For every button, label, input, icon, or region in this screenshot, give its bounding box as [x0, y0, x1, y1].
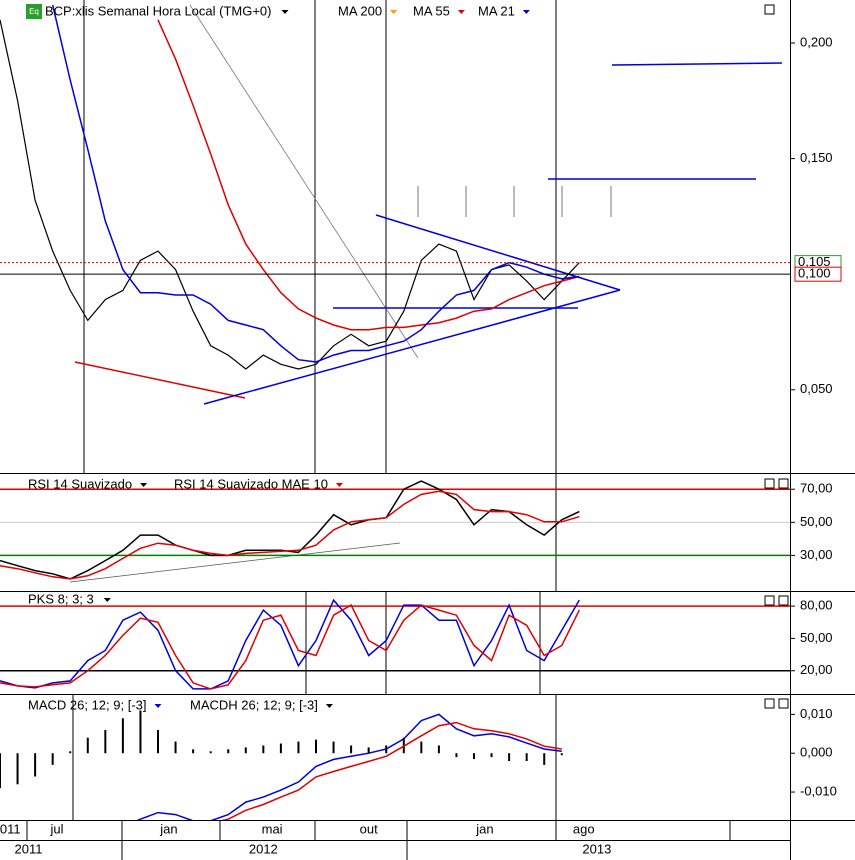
legend-arrow: [390, 10, 398, 14]
histogram-bar: [34, 753, 37, 777]
histogram-bar: [543, 753, 546, 765]
x-tick-label: 2012: [249, 841, 278, 856]
y-tick-label: 0,200: [800, 34, 833, 49]
histogram-bar: [315, 739, 317, 754]
rsi-trendline: [69, 542, 401, 583]
x-tick-label: 2011: [15, 841, 43, 856]
y-tick-label: 0,010: [800, 706, 833, 721]
legend-arrow: [103, 598, 111, 602]
series-line: [0, 598, 580, 690]
legend-arrow: [154, 704, 162, 708]
y-tick-label: -0,010: [800, 783, 837, 798]
drawings: [74, 4, 783, 405]
legend-arrow: [281, 10, 289, 14]
y-tick-label: 0,050: [800, 381, 833, 396]
x-tick-label: ago: [573, 821, 595, 836]
histogram-bar: [350, 745, 353, 754]
histogram-bar: [192, 749, 195, 754]
plot-area: [0, 480, 790, 580]
y-tick-label: 0,000: [800, 745, 833, 760]
histogram-bar: [51, 753, 54, 765]
histogram-bar: [367, 747, 370, 754]
eq-icon: Eq: [26, 4, 42, 19]
plot-area: [0, 598, 790, 690]
legend-entry: RSI 14 Suavizado: [28, 476, 132, 491]
x-tick-label: jul: [50, 821, 64, 836]
x-tick-label: mai: [262, 821, 283, 836]
svg-text:Eq: Eq: [29, 7, 39, 16]
series-line: [51, 4, 580, 363]
histogram-bar: [16, 753, 19, 785]
histogram-bar: [473, 753, 475, 760]
histogram-bar: [420, 741, 423, 754]
x-tick-label: jan: [159, 821, 177, 836]
series-line: [0, 19, 580, 370]
series-line: [0, 490, 580, 580]
histogram-bar: [157, 729, 159, 754]
histogram-bar: [332, 741, 335, 754]
legend-title: BCP:xlis Semanal Hora Local (TMG+0): [45, 3, 272, 18]
y-tick-label: 80,00: [800, 598, 833, 613]
series-line: [136, 713, 562, 820]
legend-arrow: [457, 10, 465, 14]
histogram-bar: [209, 751, 212, 754]
histogram-bar: [244, 747, 247, 754]
series-line: [0, 604, 580, 690]
legend-entry: MA 21: [478, 3, 515, 18]
plot-area: [0, 4, 790, 370]
x-tick-label: 2013: [582, 841, 611, 856]
x-tick-label: jan: [475, 821, 493, 836]
legend-arrow: [325, 704, 333, 708]
grid-decor: [72, 0, 557, 820]
y-tick-label: 20,00: [800, 662, 833, 677]
histogram-bar: [86, 737, 89, 754]
histogram-bar: [279, 743, 282, 754]
histogram-bar: [508, 753, 511, 761]
histogram-bar: [262, 745, 265, 754]
legend-arrow: [522, 10, 530, 14]
legend-entry: RSI 14 Suavizado MAE 10: [174, 476, 328, 491]
histogram-bar: [0, 753, 1, 789]
legend-entry: MACD 26; 12; 9; [-3]: [28, 697, 147, 712]
histogram-bar: [121, 718, 124, 754]
legend-entry: MACDH 26; 12; 9; [-3]: [190, 697, 318, 712]
series-line: [0, 480, 580, 580]
y-tick-label: 50,00: [800, 514, 833, 529]
legend-title: PKS 8; 3; 3: [28, 591, 94, 606]
legend-arrow: [140, 483, 148, 487]
legend-entry: MA 55: [413, 3, 450, 18]
histogram-bar: [455, 753, 458, 758]
legend-entry: MA 200: [338, 3, 382, 18]
histogram-bar: [227, 749, 230, 754]
histogram-bar: [174, 741, 177, 754]
histogram-bar: [104, 729, 107, 754]
histogram-bar: [139, 710, 142, 754]
histogram-bar: [297, 741, 300, 754]
legend-arrow: [335, 483, 343, 487]
series-line: [157, 19, 580, 331]
y-tick-label: 70,00: [800, 481, 833, 496]
x-tick-label: out: [360, 821, 378, 836]
histogram-bar: [560, 753, 563, 756]
price-box: [794, 266, 842, 282]
x-tick-label: 2011: [0, 821, 21, 836]
plot-area: [0, 710, 563, 820]
price-label: 0,100: [798, 266, 831, 281]
histogram-bar: [525, 753, 528, 761]
histogram-bar: [490, 753, 493, 758]
histogram-bar: [437, 745, 440, 754]
y-tick-label: 30,00: [800, 547, 833, 562]
histogram-bar: [69, 751, 72, 754]
panel-buttons[interactable]: [764, 4, 789, 709]
price-label: 0,105: [798, 254, 831, 269]
y-tick-label: 0,150: [800, 150, 833, 165]
y-tick-label: 50,00: [800, 630, 833, 645]
histogram-bar: [385, 745, 388, 754]
series-line: [221, 721, 562, 820]
